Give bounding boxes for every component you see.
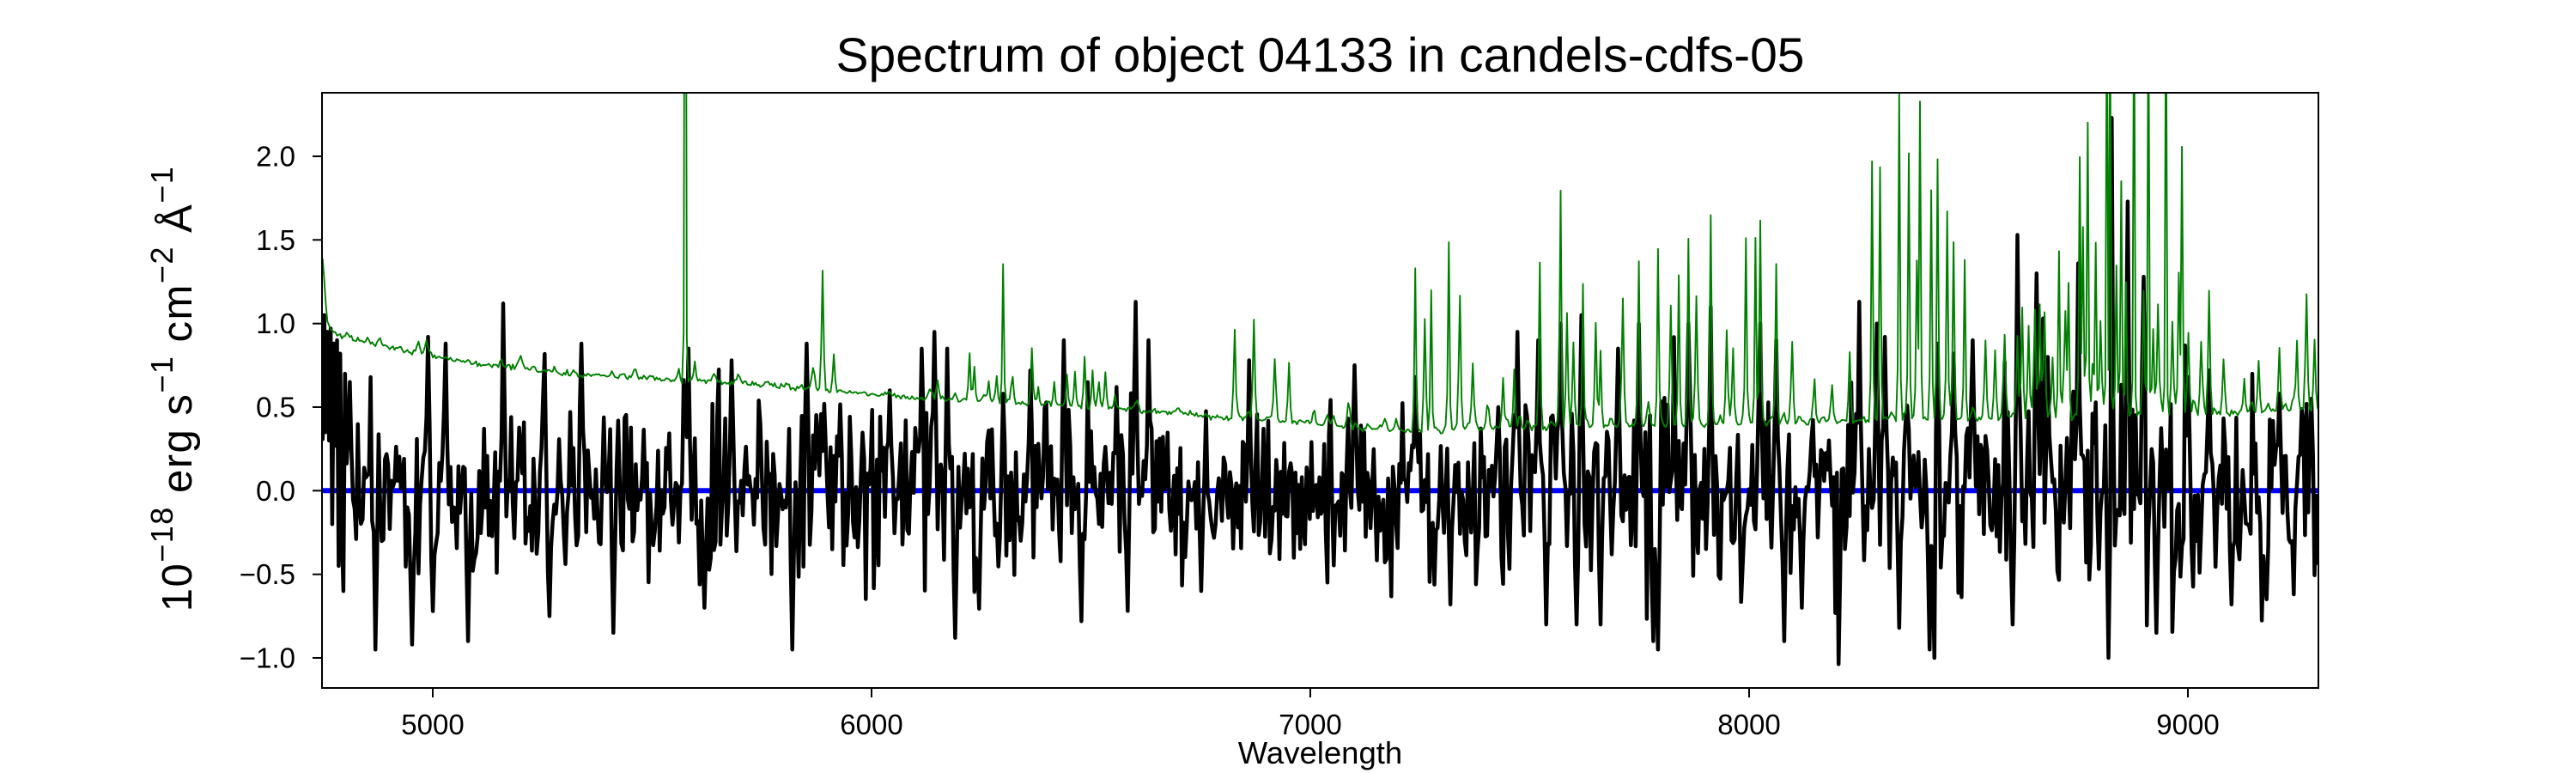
- svg-text:−0.5: −0.5: [240, 558, 295, 590]
- svg-text:0.0: 0.0: [256, 475, 295, 507]
- svg-text:9000: 9000: [2156, 709, 2219, 740]
- svg-text:−1.0: −1.0: [240, 642, 295, 674]
- svg-text:0.5: 0.5: [256, 392, 295, 423]
- svg-text:5000: 5000: [401, 709, 464, 740]
- svg-text:7000: 7000: [1279, 709, 1341, 740]
- svg-text:6000: 6000: [840, 709, 902, 740]
- svg-text:Spectrum of object 04133 in ca: Spectrum of object 04133 in candels-cdfs…: [836, 28, 1805, 83]
- svg-text:1.5: 1.5: [256, 224, 295, 256]
- svg-text:8000: 8000: [1717, 709, 1780, 740]
- svg-text:Wavelength: Wavelength: [1238, 735, 1402, 770]
- svg-text:1.0: 1.0: [256, 307, 295, 339]
- svg-text:2.0: 2.0: [256, 141, 295, 173]
